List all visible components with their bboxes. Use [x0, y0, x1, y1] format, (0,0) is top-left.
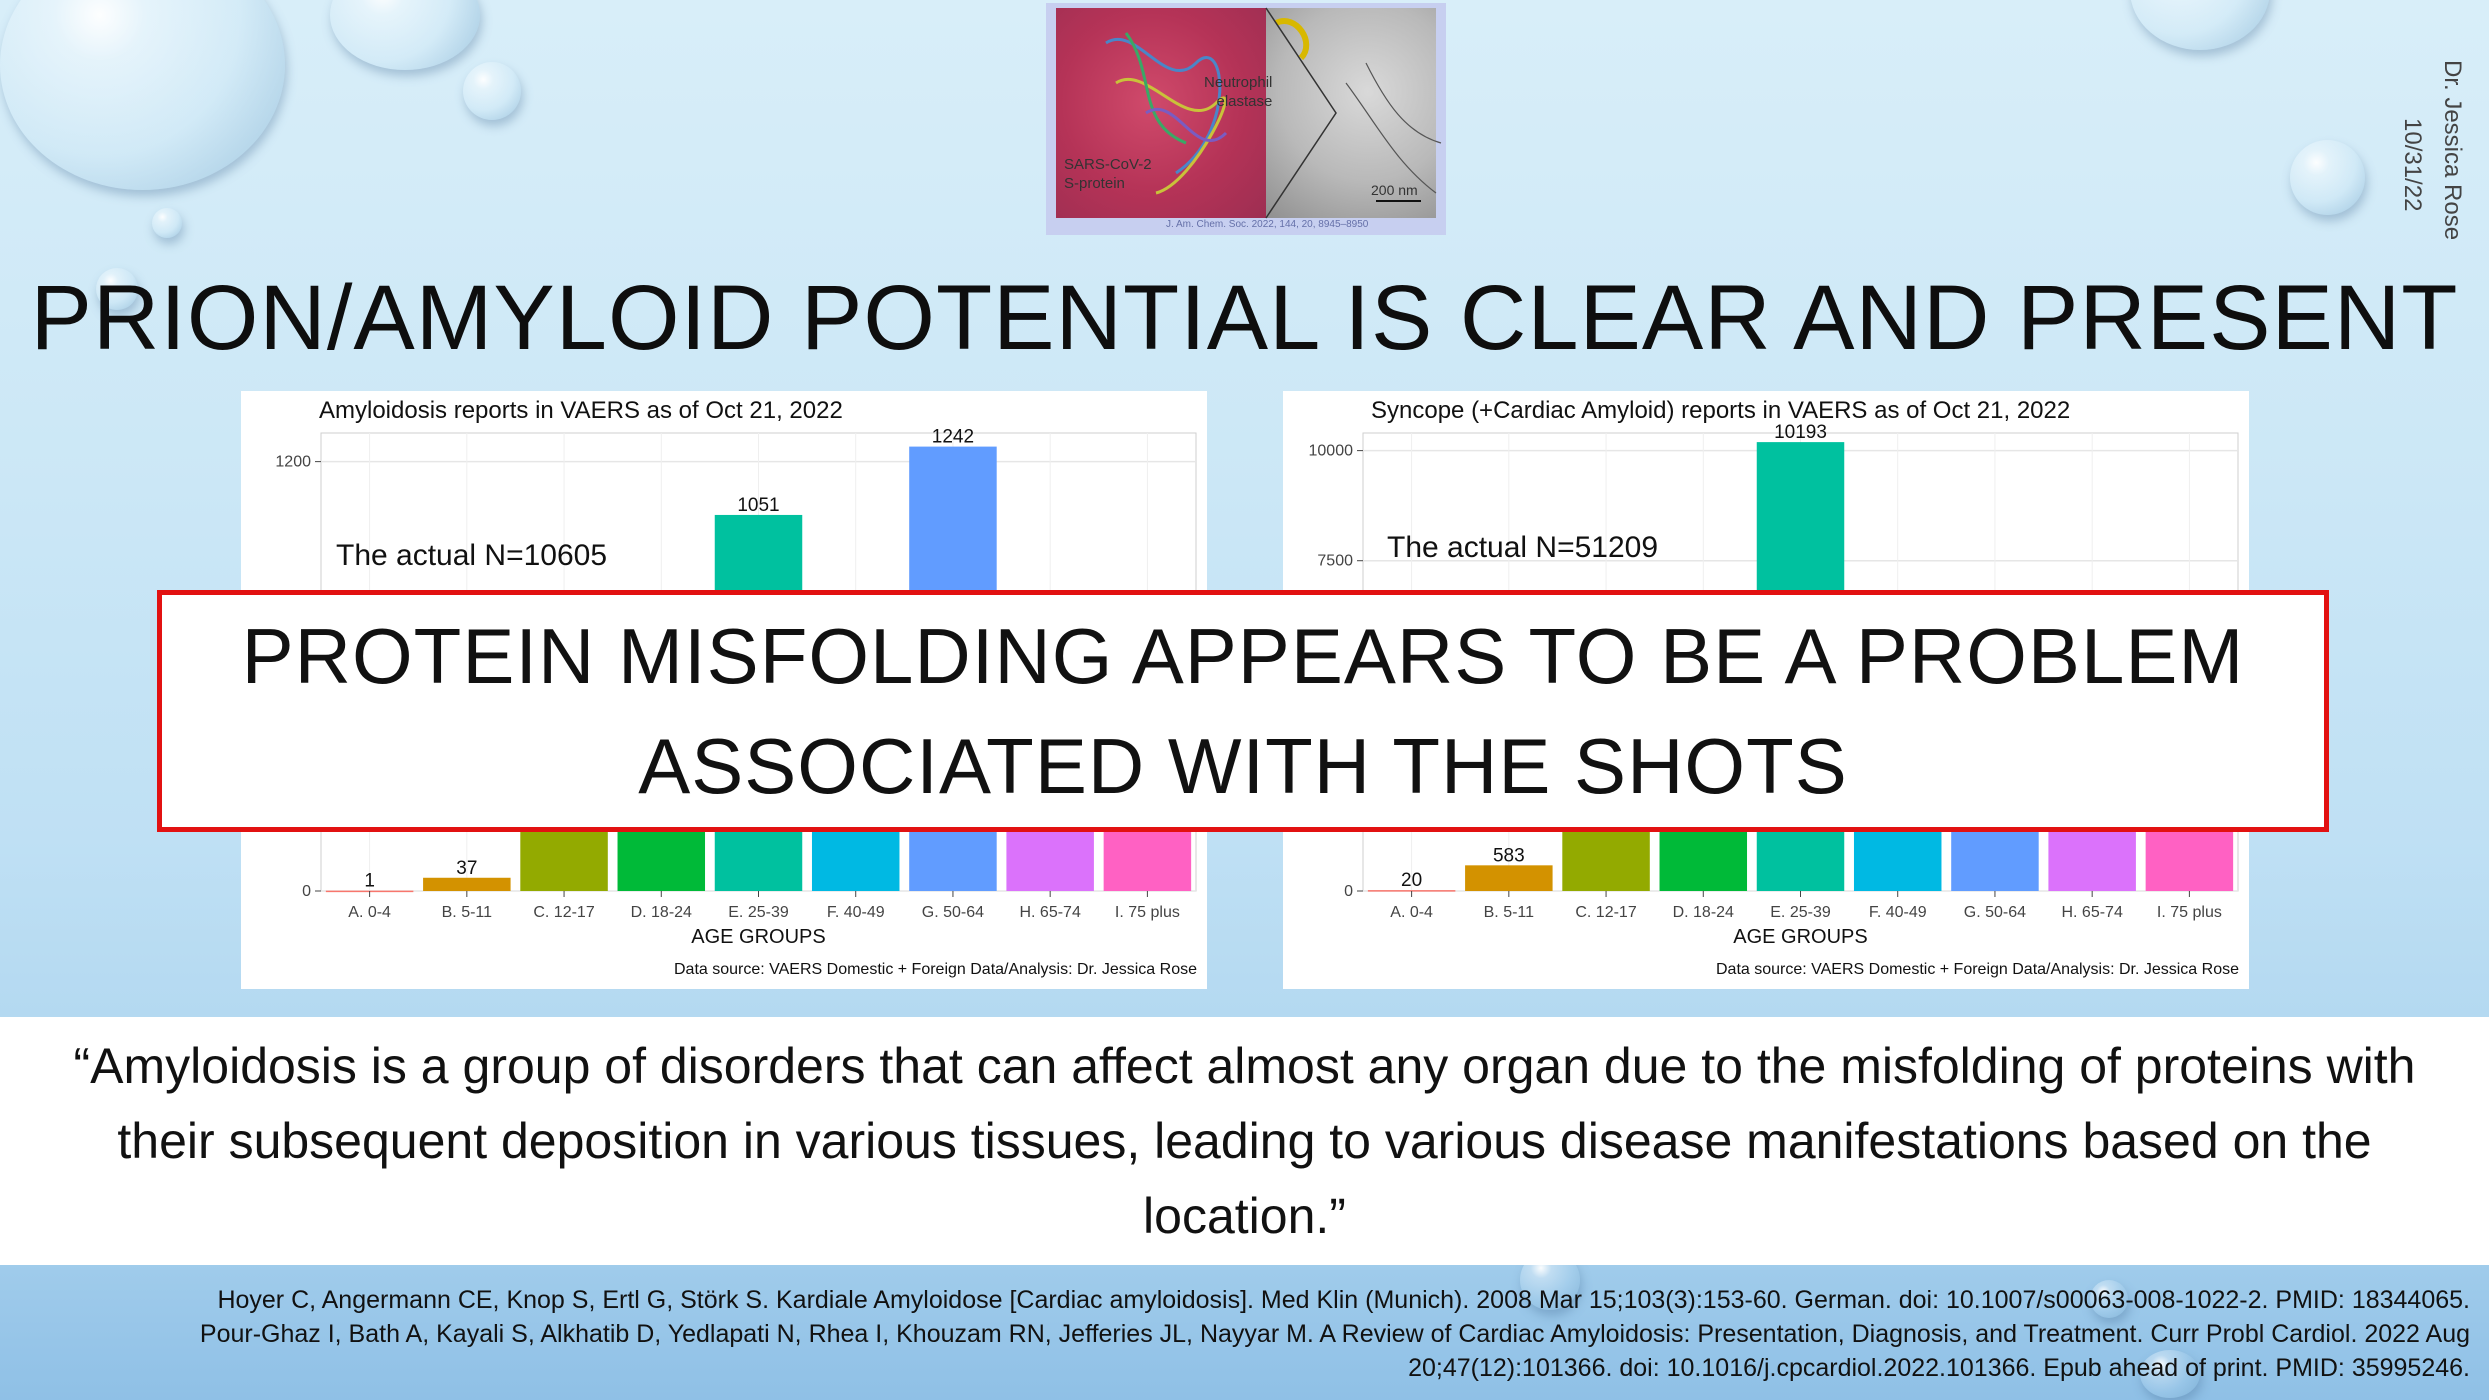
x-tick-label: E. 25-39 — [728, 904, 789, 921]
bar-value-label: 1242 — [932, 427, 974, 448]
x-axis-label: AGE GROUPS — [691, 926, 825, 948]
x-tick-label: B. 5-11 — [442, 904, 493, 921]
bar — [1465, 865, 1553, 891]
figure-scale-bar-label: 200 nm — [1371, 182, 1418, 198]
water-drop-decoration — [2090, 1280, 2128, 1318]
bar — [1367, 890, 1456, 892]
x-tick-label: A. 0-4 — [348, 904, 391, 921]
chart-annotation: The actual N=51209 — [1387, 531, 1659, 564]
x-tick-label: G. 50-64 — [922, 904, 984, 921]
x-tick-label: F. 40-49 — [827, 904, 885, 921]
x-tick-label: E. 25-39 — [1770, 904, 1831, 921]
water-drop-decoration — [0, 0, 285, 190]
misfolding-callout-box: PROTEIN MISFOLDING APPEARS TO BE A PROBL… — [157, 590, 2329, 832]
water-drop-decoration — [152, 208, 182, 238]
x-tick-label: G. 50-64 — [1964, 904, 2026, 921]
water-drop-decoration — [330, 0, 480, 70]
bar-value-label: 1051 — [737, 495, 779, 516]
amyloidosis-quote: “Amyloidosis is a group of disorders tha… — [73, 1037, 2416, 1244]
bar-value-label: 20 — [1401, 870, 1422, 891]
water-drop-decoration — [2130, 0, 2270, 50]
x-tick-label: C. 12-17 — [533, 904, 594, 921]
x-tick-label: A. 0-4 — [1390, 904, 1433, 921]
y-tick-label: 10000 — [1309, 443, 1354, 460]
reference-line: 20;47(12):101366. doi: 10.1016/j.cpcardi… — [1408, 1354, 2470, 1382]
x-tick-label: H. 65-74 — [1019, 904, 1080, 921]
x-tick-label: H. 65-74 — [2061, 904, 2122, 921]
callout-line-2: ASSOCIATED WITH THE SHOTS — [638, 722, 1848, 810]
y-tick-label: 7500 — [1317, 553, 1353, 570]
callout-text: PROTEIN MISFOLDING APPEARS TO BE A PROBL… — [242, 601, 2245, 821]
bar-value-label: 37 — [456, 858, 477, 879]
y-tick-label: 0 — [302, 883, 311, 900]
x-tick-label: C. 12-17 — [1575, 904, 1636, 921]
figure-label-spike: SARS-CoV-2 S-protein — [1064, 156, 1152, 192]
x-tick-label: B. 5-11 — [1484, 904, 1535, 921]
water-drop-decoration — [96, 268, 138, 310]
chart-title: Amyloidosis reports in VAERS as of Oct 2… — [319, 397, 843, 424]
water-drop-decoration — [463, 62, 521, 120]
quote-band: “Amyloidosis is a group of disorders tha… — [0, 1017, 2489, 1265]
spike-protein-image — [1056, 8, 1266, 218]
bar — [423, 877, 511, 891]
x-tick-label: I. 75 plus — [2157, 904, 2222, 921]
slide-title: PRION/AMYLOID POTENTIAL IS CLEAR AND PRE… — [30, 267, 2459, 369]
bar-value-label: 1 — [364, 871, 375, 892]
water-drop-decoration — [2140, 1350, 2200, 1398]
chart-title: Syncope (+Cardiac Amyloid) reports in VA… — [1371, 397, 2071, 424]
water-drop-decoration — [2290, 140, 2365, 215]
protein-structure-figure: SARS-CoV-2 S-protein Neutrophil elastase 2… — [1046, 3, 1446, 235]
callout-line-1: PROTEIN MISFOLDING APPEARS TO BE A PROBL… — [241, 612, 2245, 700]
x-axis-label: AGE GROUPS — [1733, 926, 1867, 948]
x-tick-label: I. 75 plus — [1115, 904, 1180, 921]
figure-label-elastase: Neutrophil elastase — [1204, 74, 1273, 110]
bar-value-label: 583 — [1493, 845, 1525, 866]
slide-date: 10/31/22 — [2399, 118, 2426, 212]
reference-line: Hoyer C, Angermann CE, Knop S, Ertl G, S… — [217, 1286, 2470, 1314]
chart-source-note: Data source: VAERS Domestic + Foreign Da… — [673, 961, 1197, 978]
x-tick-label: D. 18-24 — [1673, 904, 1734, 921]
chart-annotation: The actual N=10605 — [336, 539, 608, 572]
x-tick-label: F. 40-49 — [1869, 904, 1927, 921]
reference-line: Pour-Ghaz I, Bath A, Kayali S, Alkhatib … — [199, 1320, 2470, 1348]
bar-value-label: 10193 — [1774, 422, 1827, 443]
figure-overlay-lines — [1105, 7, 1442, 219]
figure-citation: J. Am. Chem. Soc. 2022, 144, 20, 8945–89… — [1166, 219, 1369, 230]
author-name: Dr. Jessica Rose — [2439, 60, 2466, 241]
fibril-micrograph-image — [1266, 8, 1436, 218]
chart-source-note: Data source: VAERS Domestic + Foreign Da… — [1715, 961, 2239, 978]
references: Hoyer C, Angermann CE, Knop S, Ertl G, S… — [60, 1283, 2470, 1385]
x-tick-label: D. 18-24 — [631, 904, 692, 921]
y-tick-label: 0 — [1344, 883, 1353, 900]
y-tick-label: 1200 — [275, 454, 311, 471]
